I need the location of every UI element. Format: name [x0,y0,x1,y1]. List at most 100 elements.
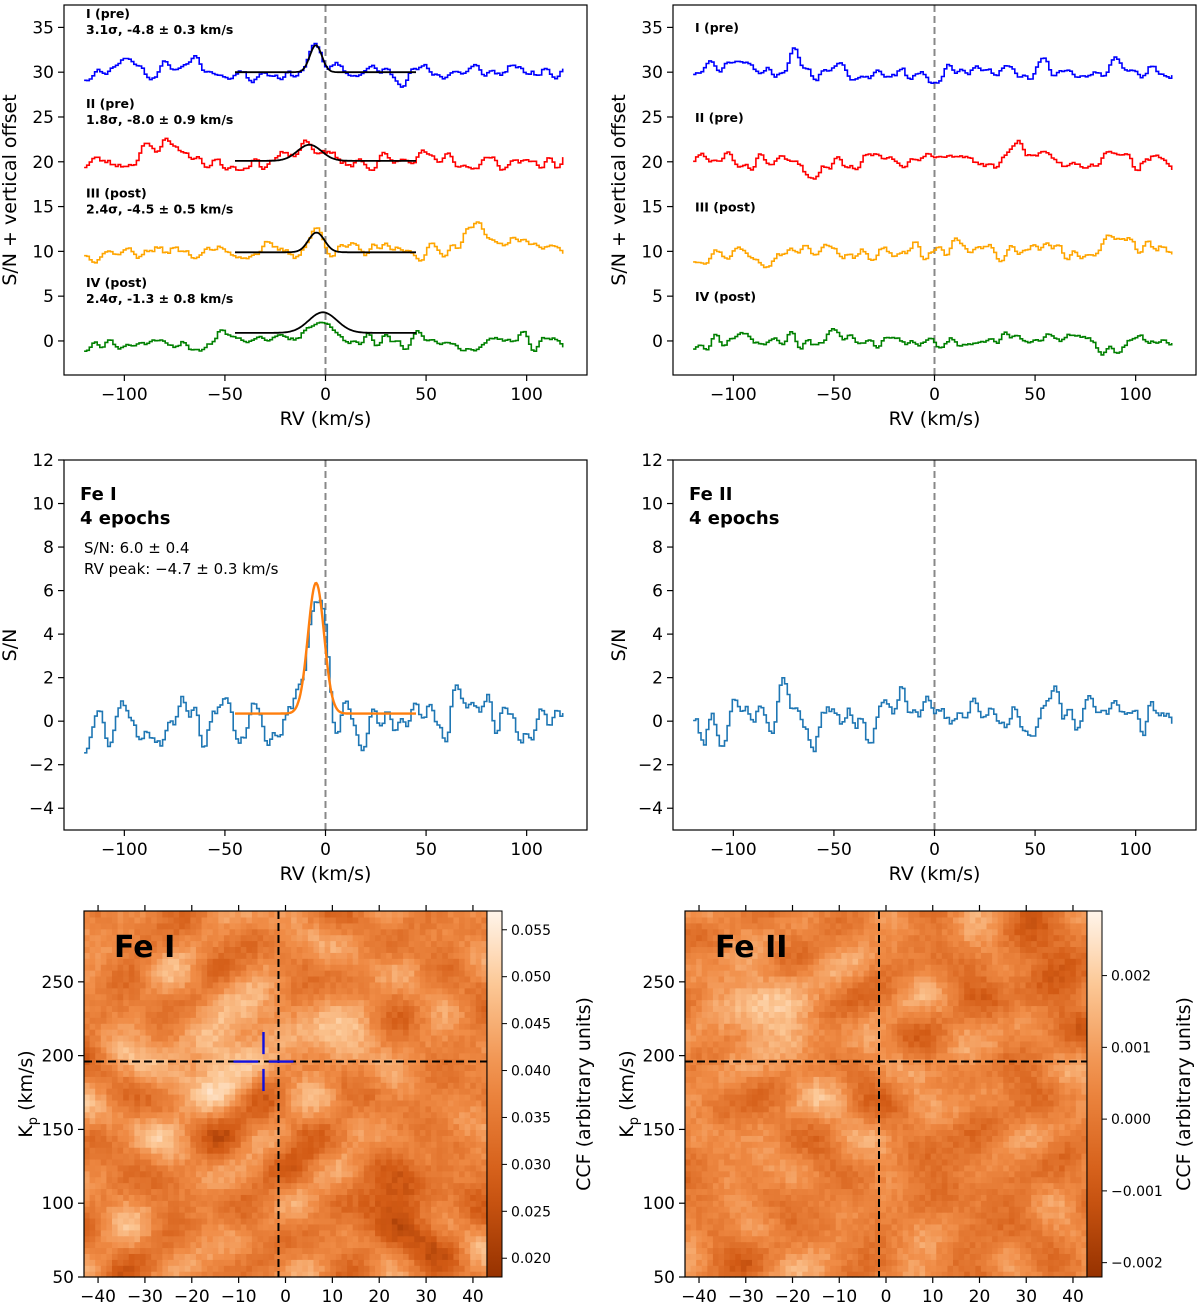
heatmap-cell [442,1111,449,1119]
heatmap-cell [324,1153,331,1160]
heatmap-cell [740,1265,748,1272]
heatmap-cell [291,1141,298,1148]
heatmap-cell [128,1135,135,1142]
heatmap-cell [375,1070,382,1077]
heatmap-cell [363,1082,371,1089]
heatmap-cell [464,1111,471,1119]
heatmap-cell [425,999,432,1007]
heatmap-cell [335,1241,343,1249]
heatmap-cell [1003,1265,1010,1272]
heatmap-cell [229,981,236,989]
heatmap-cell [100,911,107,918]
heatmap-cell [819,1271,826,1278]
heatmap-cell [162,1147,169,1154]
heatmap-cell [447,1259,455,1266]
heatmap-cell [201,1253,208,1260]
heatmap-cell [167,1259,175,1266]
heatmap-cell [447,1200,455,1207]
heatmap-cell [447,1117,455,1125]
heatmap-cell [481,1164,488,1172]
heatmap-cell [464,1011,471,1018]
heatmap-cell [84,934,91,942]
heatmap-cell [257,1040,264,1048]
heatmap-cell [352,1034,359,1042]
heatmap-cell [274,1200,281,1207]
heatmap-cell [380,958,387,965]
heatmap-cell [173,1070,180,1077]
heatmap-cell [403,1259,410,1266]
heatmap-cell [95,1223,102,1231]
heatmap-cell [212,1147,219,1154]
heatmap-cell [201,1064,208,1071]
heatmap-cell [341,1046,348,1054]
heatmap-cell [330,1105,337,1113]
heatmap-cell [436,1070,443,1077]
heatmap-cell [151,1034,158,1042]
heatmap-cell [768,1265,775,1272]
heatmap-cell [179,1029,186,1036]
heatmap-cell [319,970,326,977]
heatmap-cell [201,1123,208,1131]
heatmap-cell [139,928,147,936]
x-tick-label: 40 [462,1287,484,1307]
heatmap-cell [319,934,326,942]
heatmap-cell [167,1194,175,1201]
heatmap-cell [218,1253,225,1260]
heatmap-cell [757,1271,764,1278]
heatmap-cell [235,1170,242,1178]
heatmap-cell [408,1194,415,1201]
heatmap-cell [436,934,443,942]
heatmap-cell [352,964,359,971]
heatmap-cell [481,1070,488,1077]
gaussian-fit-line [235,44,416,74]
heatmap-cell [89,1076,96,1083]
heatmap-cell [335,911,343,918]
heatmap-cell [296,922,303,930]
heatmap-cell [212,1070,219,1077]
heatmap-cell [330,1123,337,1131]
heatmap-cell [246,1070,253,1077]
heatmap-cell [419,1052,427,1060]
heatmap-cell [431,993,438,1001]
heatmap-cell [117,1046,124,1054]
heatmap-cell [369,1158,376,1166]
heatmap-cell [123,1029,130,1036]
heatmap-cell [111,1182,119,1190]
heatmap-cell [431,1023,438,1030]
heatmap-cell [128,970,135,977]
heatmap-cell [274,1265,281,1272]
heatmap-cell [464,987,471,995]
heatmap-cell [319,1194,326,1201]
heatmap-cell [229,1040,236,1048]
heatmap-cell [89,1094,96,1101]
heatmap-cell [195,1153,203,1160]
heatmap-cell [1081,1271,1088,1278]
heatmap-cell [117,1217,124,1225]
heatmap-cell [84,1158,91,1166]
heatmap-cell [335,1265,343,1272]
heatmap-cell [145,934,152,942]
heatmap-cell [279,987,287,995]
heatmap-cell [123,1064,130,1071]
heatmap-cell [229,1229,236,1237]
heatmap-cell [296,1176,303,1184]
heatmap-cell [201,970,208,977]
heatmap-cell [84,1247,91,1254]
heatmap-cell [167,1253,175,1260]
heatmap-cell [481,1182,488,1190]
heatmap-cell [263,940,270,948]
heatmap-cell [408,1253,415,1260]
heatmap-cell [134,952,141,959]
heatmap-cell [347,1188,354,1195]
heatmap-cell [358,1158,365,1166]
heatmap-cell [874,1265,882,1272]
heatmap-cell [414,952,421,959]
heatmap-cell [307,1129,315,1136]
heatmap-cell [419,940,427,948]
heatmap-cell [335,1200,343,1207]
heatmap-cell [347,1117,354,1125]
heatmap-cell [470,1182,477,1190]
heatmap-cell [218,1076,225,1083]
heatmap-cell [296,987,303,995]
heatmap-cell [363,1135,371,1142]
